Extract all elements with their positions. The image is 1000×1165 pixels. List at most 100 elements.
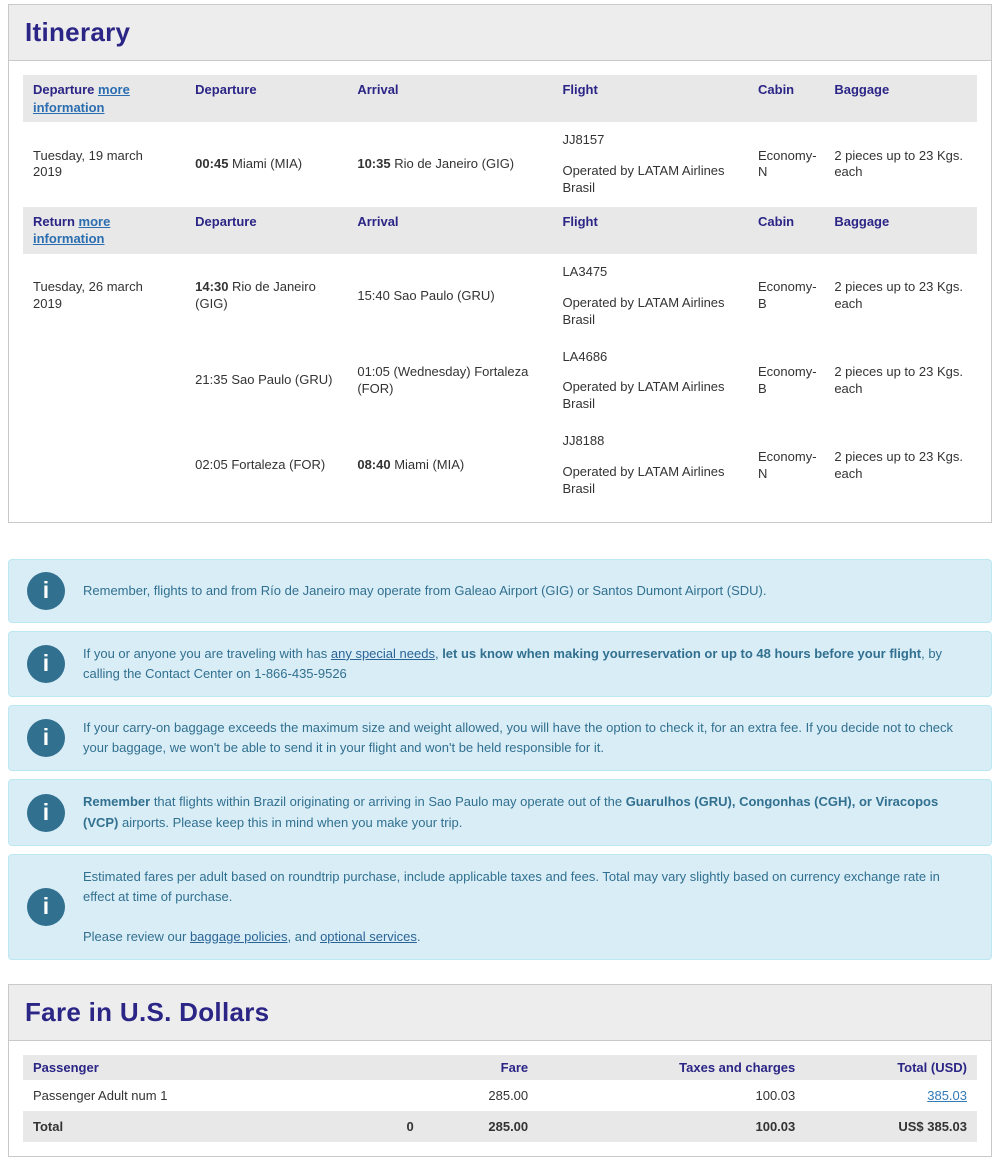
total-count: 0 <box>356 1111 424 1143</box>
departure-time: 02:05 <box>195 457 228 473</box>
fare-table: Passenger Fare Taxes and charges Total (… <box>23 1055 977 1143</box>
itinerary-body: Departure more information Departure Arr… <box>9 61 991 522</box>
arrival-time: 08:40 <box>357 457 391 473</box>
col-baggage: Baggage <box>824 75 977 123</box>
outbound-more-info-link[interactable]: more information <box>33 82 130 115</box>
cabin-cell: Economy-B <box>758 363 817 396</box>
col-taxes: Taxes and charges <box>538 1055 806 1081</box>
note-text-pre: Please review our <box>83 929 190 944</box>
special-needs-link[interactable]: any special needs <box>330 645 435 661</box>
arrival-time: 15:40 <box>357 287 390 303</box>
note-text: Estimated fares per adult based on round… <box>83 867 973 947</box>
operated-by: Operated by LATAM Airlines Brasil <box>562 162 725 195</box>
note-estimated-fares: i Estimated fares per adult based on rou… <box>8 853 992 961</box>
departure-place: Miami (MIA) <box>228 155 303 171</box>
note-text-mid: that flights within Brazil originating o… <box>150 794 626 810</box>
departure-time: 00:45 <box>195 155 229 171</box>
note-rio-airports: i Remember, flights to and from Río de J… <box>8 558 992 623</box>
note-text: If your carry-on baggage exceeds the max… <box>83 720 954 756</box>
operated-by: Operated by LATAM Airlines Brasil <box>562 464 725 496</box>
return-header-row: Return more information Departure Arriva… <box>23 206 977 254</box>
departure-cell: 00:45 Miami (MIA) <box>185 122 347 207</box>
departure-time: 14:30 <box>195 279 229 295</box>
departure-place: Sao Paulo (GRU) <box>227 372 333 388</box>
total-label: Total <box>23 1111 357 1143</box>
note-paragraph-1: Estimated fares per adult based on round… <box>83 868 940 904</box>
note-text-bold: let us know when making yourreservation … <box>442 645 922 661</box>
col-passenger: Passenger <box>23 1055 357 1081</box>
note-text-pre: If you or anyone you are traveling with … <box>83 645 331 661</box>
arrival-place: Rio de Janeiro (GIG) <box>390 155 515 171</box>
col-flight: Flight <box>552 206 749 254</box>
segment-row: Tuesday, 26 march 2019 14:30 Rio de Jane… <box>23 254 977 339</box>
baggage-cell: 2 pieces up to 23 Kgs. each <box>834 448 963 481</box>
fare-total-row: Total 0 285.00 100.03 US$ 385.03 <box>23 1111 977 1143</box>
outbound-header-row: Departure more information Departure Arr… <box>23 75 977 123</box>
arrival-cell: 15:40 Sao Paulo (GRU) <box>347 254 552 339</box>
col-departure: Departure <box>185 75 348 123</box>
cabin-cell: Economy-N <box>758 147 817 180</box>
date-cell <box>23 339 185 424</box>
info-icon: i <box>27 887 65 926</box>
note-text-bold-airports: Guarulhos (GRU), Congonhas (CGH), or Vir… <box>83 794 939 830</box>
segment-row: 21:35 Sao Paulo (GRU) 01:05 (Wednesday) … <box>23 339 977 424</box>
itinerary-title: Itinerary <box>9 5 991 61</box>
date-cell: Tuesday, 19 march 2019 <box>33 147 143 180</box>
grand-total: US$ 385.03 <box>805 1111 977 1143</box>
baggage-cell: 2 pieces up to 23 Kgs. each <box>834 279 963 312</box>
arrival-cell: 01:05 (Wednesday) Fortaleza (FOR) <box>347 339 552 424</box>
departure-cell: 14:30 Rio de Janeiro (GIG) <box>185 254 347 339</box>
info-icon: i <box>27 793 65 832</box>
fare-panel: Fare in U.S. Dollars Passenger Fare Taxe… <box>8 984 992 1158</box>
note-text-sep: , and <box>287 929 321 944</box>
operated-by: Operated by LATAM Airlines Brasil <box>562 379 725 412</box>
fare-header-row: Passenger Fare Taxes and charges Total (… <box>23 1055 977 1081</box>
col-arrival: Arrival <box>347 75 553 123</box>
return-label: Return <box>33 213 75 229</box>
outbound-header-cell: Departure more information <box>23 75 186 123</box>
baggage-cell: 2 pieces up to 23 Kgs. each <box>834 363 963 396</box>
note-text: If you or anyone you are traveling with … <box>83 644 973 684</box>
col-cabin: Cabin <box>748 75 825 123</box>
baggage-cell: 2 pieces up to 23 Kgs. each <box>834 147 963 180</box>
total-cell: 385.03 <box>805 1080 977 1111</box>
fare-title: Fare in U.S. Dollars <box>9 985 991 1042</box>
cabin-cell: Economy-N <box>758 448 817 481</box>
itinerary-panel: Itinerary Departure more information Dep… <box>8 4 992 523</box>
fare-body: Passenger Fare Taxes and charges Total (… <box>9 1041 991 1156</box>
departure-place: Rio de Janeiro (GIG) <box>195 279 316 312</box>
passenger-cell: Passenger Adult num 1 <box>33 1088 168 1104</box>
flight-number: JJ8157 <box>562 132 605 148</box>
info-icon: i <box>27 719 65 758</box>
operated-by: Operated by LATAM Airlines Brasil <box>562 294 725 327</box>
note-text-bold-lead: Remember <box>83 794 151 810</box>
itinerary-table: Departure more information Departure Arr… <box>23 75 977 508</box>
note-text-post: . <box>416 929 421 944</box>
flight-cell: LA4686 Operated by LATAM Airlines Brasil <box>552 339 748 424</box>
arrival-cell: 08:40 Miami (MIA) <box>347 423 552 508</box>
return-header-cell: Return more information <box>23 206 186 254</box>
departure-cell: 21:35 Sao Paulo (GRU) <box>185 339 347 424</box>
flight-cell: JJ8157 Operated by LATAM Airlines Brasil <box>552 122 748 207</box>
date-cell <box>23 423 185 508</box>
note-sao-paulo-airports: i Remember that flights within Brazil or… <box>8 779 992 846</box>
flight-cell: LA3475 Operated by LATAM Airlines Brasil <box>552 254 748 339</box>
optional-services-link[interactable]: optional services <box>320 929 417 944</box>
fare-row: Passenger Adult num 1 285.00 100.03 385.… <box>23 1080 977 1111</box>
taxes-cell: 100.03 <box>755 1088 796 1104</box>
note-text-sep: , <box>434 645 443 661</box>
arrival-place: Miami (MIA) <box>390 457 465 473</box>
col-count <box>356 1055 424 1081</box>
baggage-policies-link[interactable]: baggage policies <box>189 929 288 944</box>
arrival-place: Sao Paulo (GRU) <box>389 287 495 303</box>
info-icon: i <box>27 645 65 684</box>
return-more-info-link[interactable]: more information <box>33 213 111 247</box>
count-cell <box>357 1080 424 1111</box>
departure-cell: 02:05 Fortaleza (FOR) <box>185 423 347 508</box>
note-text-post: , by calling the Contact Center on 1-866… <box>83 645 943 682</box>
note-paragraph-2: Please review our baggage policies, and … <box>83 927 973 947</box>
passenger-total-link[interactable]: 385.03 <box>927 1088 967 1104</box>
outbound-label: Departure <box>33 82 95 97</box>
note-text: Remember, flights to and from Río de Jan… <box>83 582 767 598</box>
page: Itinerary Departure more information Dep… <box>8 0 992 1158</box>
